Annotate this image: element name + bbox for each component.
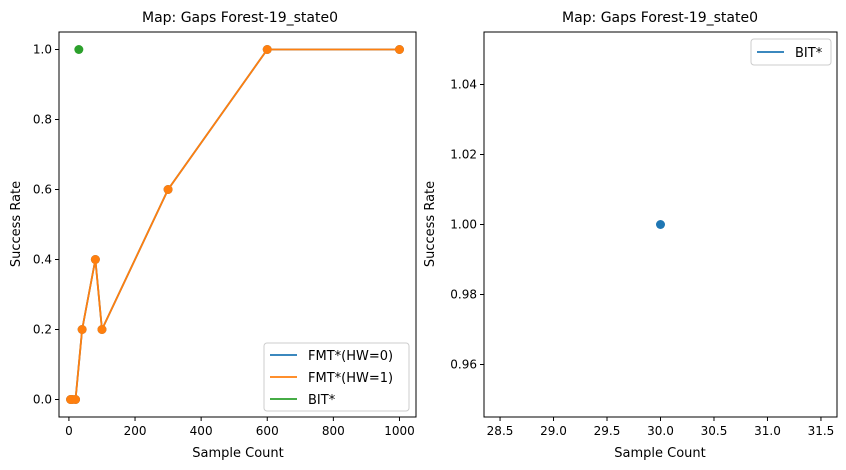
chart-left-legend-box <box>263 342 410 412</box>
chart-right-title: Map: Gaps Forest-19_state0 <box>562 10 758 26</box>
left-xtick-label: 0 <box>65 424 73 438</box>
right-xtick-label: 31.5 <box>808 424 835 438</box>
chart-right-xticks: 28.5 29.0 29.5 30.0 30.5 31.0 31.5 <box>487 417 835 438</box>
right-xtick-label: 30.5 <box>701 424 728 438</box>
chart-left-plot <box>66 45 404 404</box>
left-ytick-label: 0.4 <box>33 253 52 267</box>
right-xtick-label: 29.5 <box>594 424 621 438</box>
right-xtick-label: 31.0 <box>754 424 781 438</box>
right-ytick-label: 1.00 <box>450 218 477 232</box>
right-ytick-label: 0.96 <box>450 358 477 372</box>
chart-left-xticks: 0 200 400 600 800 1000 <box>65 417 415 438</box>
chart-right-plot <box>656 220 665 229</box>
left-xtick-label: 600 <box>256 424 279 438</box>
right-xtick-label: 28.5 <box>487 424 514 438</box>
legend-label-bit: BIT* <box>308 393 336 408</box>
chart-right-yticks: 0.96 0.98 1.00 1.02 1.04 <box>450 78 484 372</box>
chart-left-ylabel: Success Rate <box>9 181 24 267</box>
left-series-1-point <box>77 325 87 334</box>
left-ytick-label: 0.0 <box>33 393 52 407</box>
left-series-1-point <box>163 185 173 194</box>
right-xtick-label: 29.0 <box>540 424 567 438</box>
left-ytick-label: 0.8 <box>33 113 52 127</box>
left-ytick-label: 1.0 <box>33 43 52 57</box>
left-series-2-point <box>74 45 84 54</box>
chart-left-axes-frame <box>58 31 417 418</box>
left-xtick-label: 400 <box>190 424 213 438</box>
left-ytick-label: 0.2 <box>33 323 52 337</box>
left-xtick-label: 200 <box>124 424 147 438</box>
chart-right: Map: Gaps Forest-19_state0 28.5 29.0 29.5 3… <box>423 10 838 461</box>
legend-label-bit-right: BIT* <box>795 46 823 61</box>
right-xtick-label: 30.0 <box>647 424 674 438</box>
right-ytick-label: 1.04 <box>450 78 477 92</box>
chart-left-legend: FMT*(HW=0) FMT*(HW=1) BIT* <box>263 342 410 412</box>
left-xtick-label: 1000 <box>384 424 415 438</box>
right-ytick-label: 1.02 <box>450 148 477 162</box>
chart-left-xlabel: Sample Count <box>192 446 283 461</box>
chart-left: Map: Gaps Forest-19_state0 0 200 400 600 800… <box>9 10 417 461</box>
left-series-1-point <box>394 45 404 54</box>
chart-right-legend-box <box>750 38 832 66</box>
left-series-1-point <box>71 395 81 404</box>
legend-label-fmt-hw0: FMT*(HW=0) <box>308 349 393 364</box>
chart-right-ylabel: Success Rate <box>423 181 438 267</box>
left-series-1-point <box>90 255 100 264</box>
chart-right-xlabel: Sample Count <box>614 446 705 461</box>
left-ytick-label: 0.6 <box>33 183 52 197</box>
right-ytick-label: 0.98 <box>450 288 477 302</box>
right-series-0-point <box>656 220 665 229</box>
left-xtick-label: 800 <box>322 424 345 438</box>
left-series-1-point <box>97 325 107 334</box>
legend-label-fmt-hw1: FMT*(HW=1) <box>308 371 393 386</box>
chart-right-legend: BIT* <box>750 38 832 66</box>
left-series-1-point <box>262 45 272 54</box>
chart-left-yticks: 0.0 0.2 0.4 0.6 0.8 1.0 <box>33 43 59 407</box>
chart-left-title: Map: Gaps Forest-19_state0 <box>142 10 338 26</box>
